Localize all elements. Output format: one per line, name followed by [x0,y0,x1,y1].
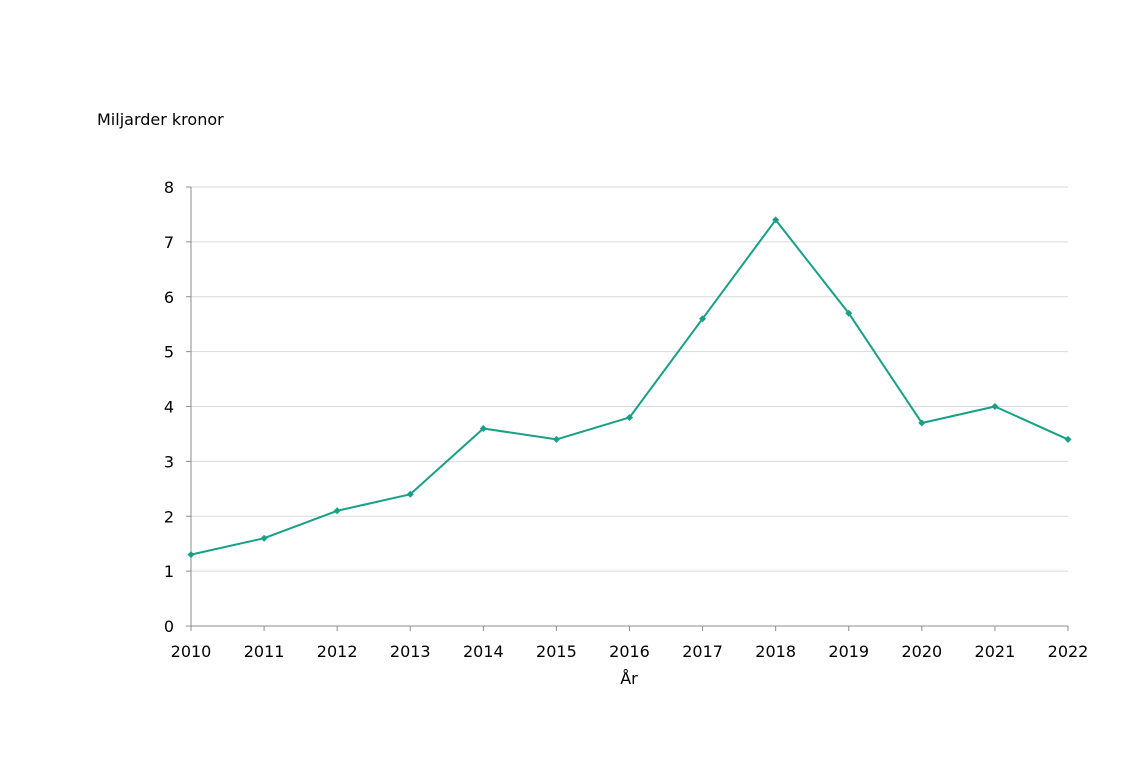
y-tick-label: 0 [164,617,174,636]
data-point-marker [918,419,926,427]
gridlines [191,186,1068,572]
data-point-marker [991,403,999,410]
x-tick-label: 2013 [390,642,431,661]
data-point-marker [260,534,268,542]
x-tick-label: 2015 [536,642,577,661]
x-tick-label: 2010 [171,642,212,661]
x-tick-label: 2022 [1048,642,1089,661]
data-point-marker [552,435,560,443]
x-tick-label: 2020 [901,642,942,661]
data-point-marker [1064,435,1072,443]
data-point-marker [626,413,633,421]
data-point-marker [699,315,707,323]
x-tick-label: 2011 [244,642,285,661]
x-tick-label: 2021 [975,642,1016,661]
y-tick-label: 4 [164,398,174,417]
data-point-marker [406,490,414,498]
x-tick-label: 2014 [463,642,504,661]
series-layer [187,216,1072,559]
y-tick-label: 3 [164,452,174,471]
x-axis-title: År [620,669,638,688]
x-tick-label: 2018 [755,642,796,661]
data-point-marker [187,551,195,559]
axes [186,186,1069,631]
data-point-marker [845,309,853,317]
y-tick-label: 2 [164,507,174,526]
data-point-marker [772,216,780,224]
data-point-marker [479,424,487,432]
y-tick-label: 1 [164,562,174,581]
x-tick-label: 2016 [609,642,650,661]
x-tick-label: 2019 [828,642,869,661]
y-tick-label: 6 [164,288,174,307]
series-line [190,218,1069,556]
y-tick-label: 8 [164,178,174,197]
y-axis-title: Miljarder kronor [97,110,224,129]
y-tick-label: 5 [164,343,174,362]
tick-labels: 0 1 2 3 4 5 6 7 8 2010 2011 2012 2013 2014 2015 2016 201… [164,178,1089,661]
x-tick-label: 2012 [317,642,358,661]
y-tick-label: 7 [164,233,174,252]
x-tick-label: 2017 [682,642,723,661]
data-point-marker [333,507,341,515]
